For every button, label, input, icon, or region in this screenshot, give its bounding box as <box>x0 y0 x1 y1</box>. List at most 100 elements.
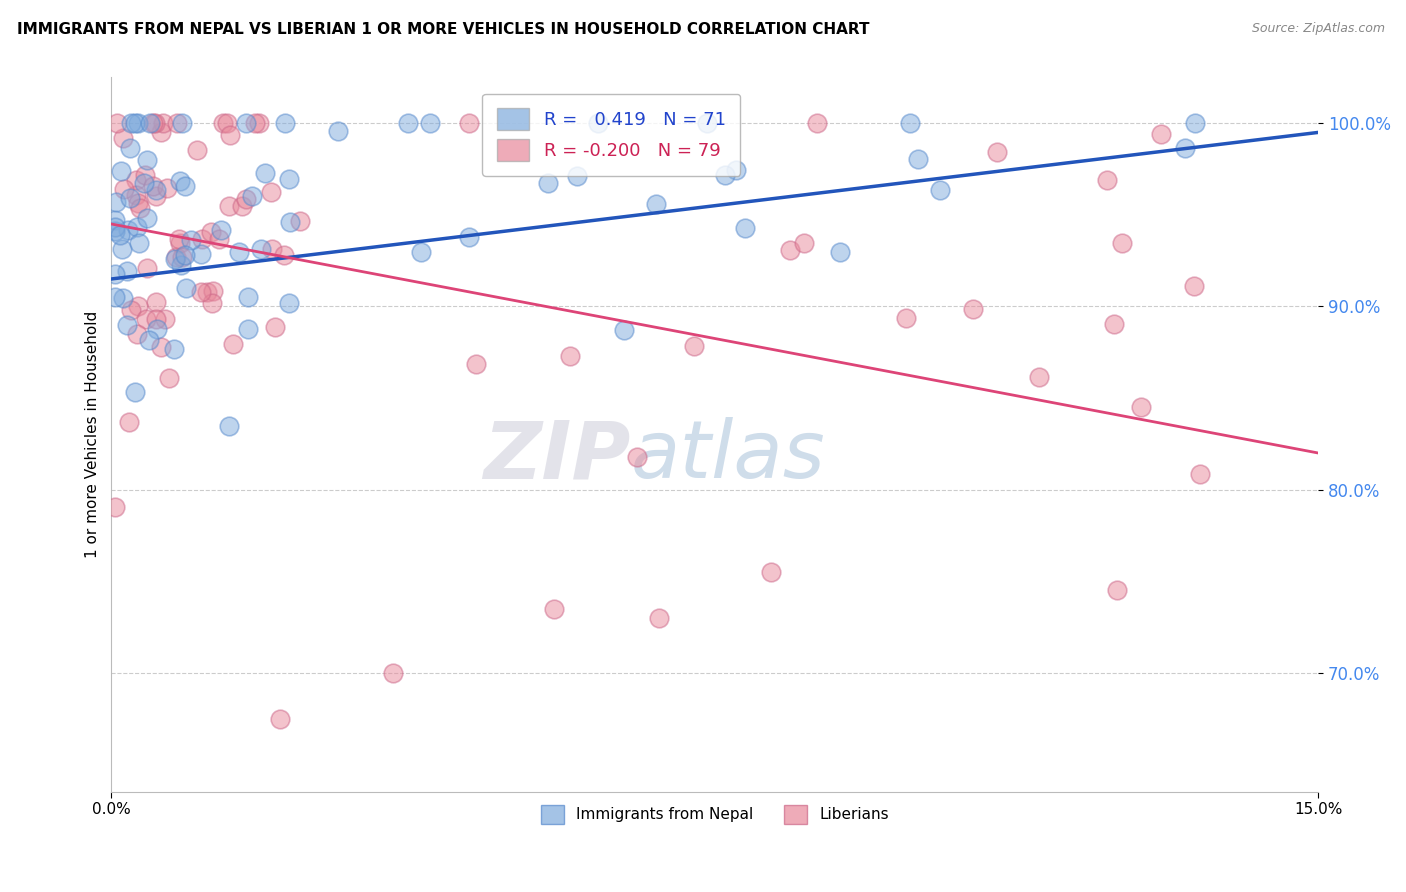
Point <box>247 116 270 130</box>
Point <box>111 242 134 256</box>
Point <box>110 227 132 242</box>
Point <box>458 229 481 244</box>
Point <box>145 312 167 326</box>
Point <box>215 116 238 130</box>
Point <box>558 349 581 363</box>
Point <box>115 264 138 278</box>
Point <box>262 242 284 256</box>
Point <box>238 322 260 336</box>
Point <box>647 611 669 625</box>
Point <box>240 189 263 203</box>
Point <box>142 116 165 130</box>
Point <box>1174 141 1197 155</box>
Point <box>112 182 135 196</box>
Point <box>1107 583 1129 598</box>
Point <box>105 116 128 130</box>
Point <box>124 172 146 186</box>
Point <box>134 168 156 182</box>
Point <box>537 177 560 191</box>
Point <box>104 267 127 281</box>
Point <box>135 153 157 168</box>
Point <box>264 320 287 334</box>
Point <box>409 245 432 260</box>
Point <box>127 220 149 235</box>
Point <box>163 252 186 266</box>
Point <box>209 223 232 237</box>
Point <box>254 165 277 179</box>
Point <box>218 419 240 434</box>
Point <box>269 712 291 726</box>
Point <box>104 224 127 238</box>
Point <box>273 248 295 262</box>
Point <box>120 190 142 204</box>
Point <box>1104 317 1126 331</box>
Point <box>142 178 165 193</box>
Point <box>211 116 233 130</box>
Point <box>157 371 180 385</box>
Point <box>169 258 191 272</box>
Point <box>278 296 301 310</box>
Point <box>218 199 240 213</box>
Point <box>1129 400 1152 414</box>
Point <box>235 192 257 206</box>
Point <box>396 116 419 130</box>
Point <box>104 213 127 227</box>
Point <box>759 565 782 579</box>
Point <box>169 235 191 250</box>
Point <box>155 311 177 326</box>
Point <box>166 116 188 130</box>
Point <box>145 182 167 196</box>
Point <box>190 285 212 299</box>
Point <box>125 326 148 341</box>
Point <box>898 116 921 130</box>
Point <box>1097 173 1119 187</box>
Point <box>586 116 609 130</box>
Point <box>186 143 208 157</box>
Point <box>127 299 149 313</box>
Text: Source: ZipAtlas.com: Source: ZipAtlas.com <box>1251 22 1385 36</box>
Legend: Immigrants from Nepal, Liberians: Immigrants from Nepal, Liberians <box>530 794 900 834</box>
Point <box>136 260 159 275</box>
Point <box>128 235 150 250</box>
Y-axis label: 1 or more Vehicles in Household: 1 or more Vehicles in Household <box>86 311 100 558</box>
Point <box>465 357 488 371</box>
Point <box>724 162 747 177</box>
Point <box>120 141 142 155</box>
Point <box>208 232 231 246</box>
Point <box>1182 279 1205 293</box>
Point <box>152 116 174 130</box>
Point <box>149 340 172 354</box>
Point <box>125 188 148 202</box>
Point <box>543 601 565 615</box>
Point <box>626 450 648 465</box>
Point <box>278 215 301 229</box>
Point <box>169 174 191 188</box>
Text: atlas: atlas <box>630 417 825 495</box>
Point <box>135 312 157 326</box>
Point <box>1150 127 1173 141</box>
Point <box>134 176 156 190</box>
Point <box>136 211 159 226</box>
Point <box>645 196 668 211</box>
Point <box>145 189 167 203</box>
Point <box>243 116 266 130</box>
Point <box>235 116 257 130</box>
Point <box>170 250 193 264</box>
Point <box>124 116 146 130</box>
Point <box>149 125 172 139</box>
Point <box>222 337 245 351</box>
Point <box>613 323 636 337</box>
Point <box>929 183 952 197</box>
Text: IMMIGRANTS FROM NEPAL VS LIBERIAN 1 OR MORE VEHICLES IN HOUSEHOLD CORRELATION CH: IMMIGRANTS FROM NEPAL VS LIBERIAN 1 OR M… <box>17 22 869 37</box>
Point <box>170 116 193 130</box>
Point <box>104 220 127 235</box>
Point <box>1028 369 1050 384</box>
Point <box>127 116 149 130</box>
Point <box>696 116 718 130</box>
Point <box>1111 236 1133 251</box>
Point <box>793 235 815 250</box>
Point <box>174 248 197 262</box>
Point <box>260 186 283 200</box>
Point <box>986 145 1008 159</box>
Point <box>290 214 312 228</box>
